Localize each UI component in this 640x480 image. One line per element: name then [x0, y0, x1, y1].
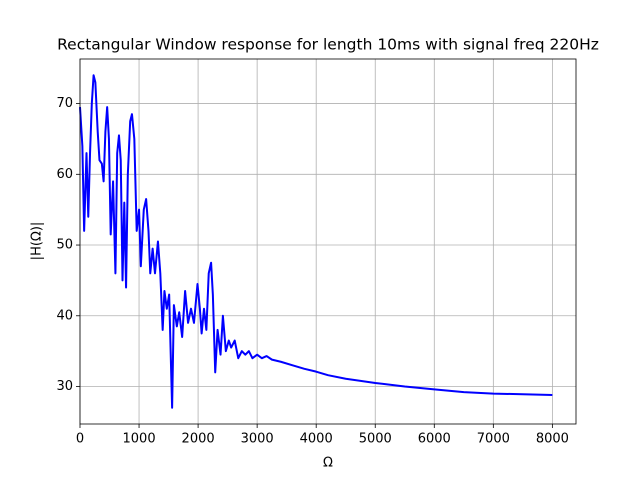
x-tick-label: 3000: [241, 432, 274, 447]
y-tick-label: 50: [56, 238, 73, 253]
y-axis-label: |H(Ω)|: [30, 222, 45, 261]
x-tick-label: 8000: [536, 432, 569, 447]
y-tick-label: 30: [56, 379, 73, 394]
chart-title: Rectangular Window response for length 1…: [57, 36, 599, 54]
x-tick-label: 6000: [418, 432, 451, 447]
x-tick-label: 5000: [359, 432, 392, 447]
x-tick-label: 4000: [300, 432, 333, 447]
x-tick-label: 7000: [477, 432, 510, 447]
y-tick-label: 70: [56, 96, 73, 111]
x-axis-label: Ω: [323, 456, 333, 471]
y-tick-label: 60: [56, 167, 73, 182]
y-tick-label: 40: [56, 308, 73, 323]
x-tick-label: 0: [76, 432, 84, 447]
plot-frame: [79, 58, 577, 425]
x-tick-label: 1000: [123, 432, 156, 447]
data-line: [79, 74, 553, 409]
x-tick-label: 2000: [182, 432, 215, 447]
